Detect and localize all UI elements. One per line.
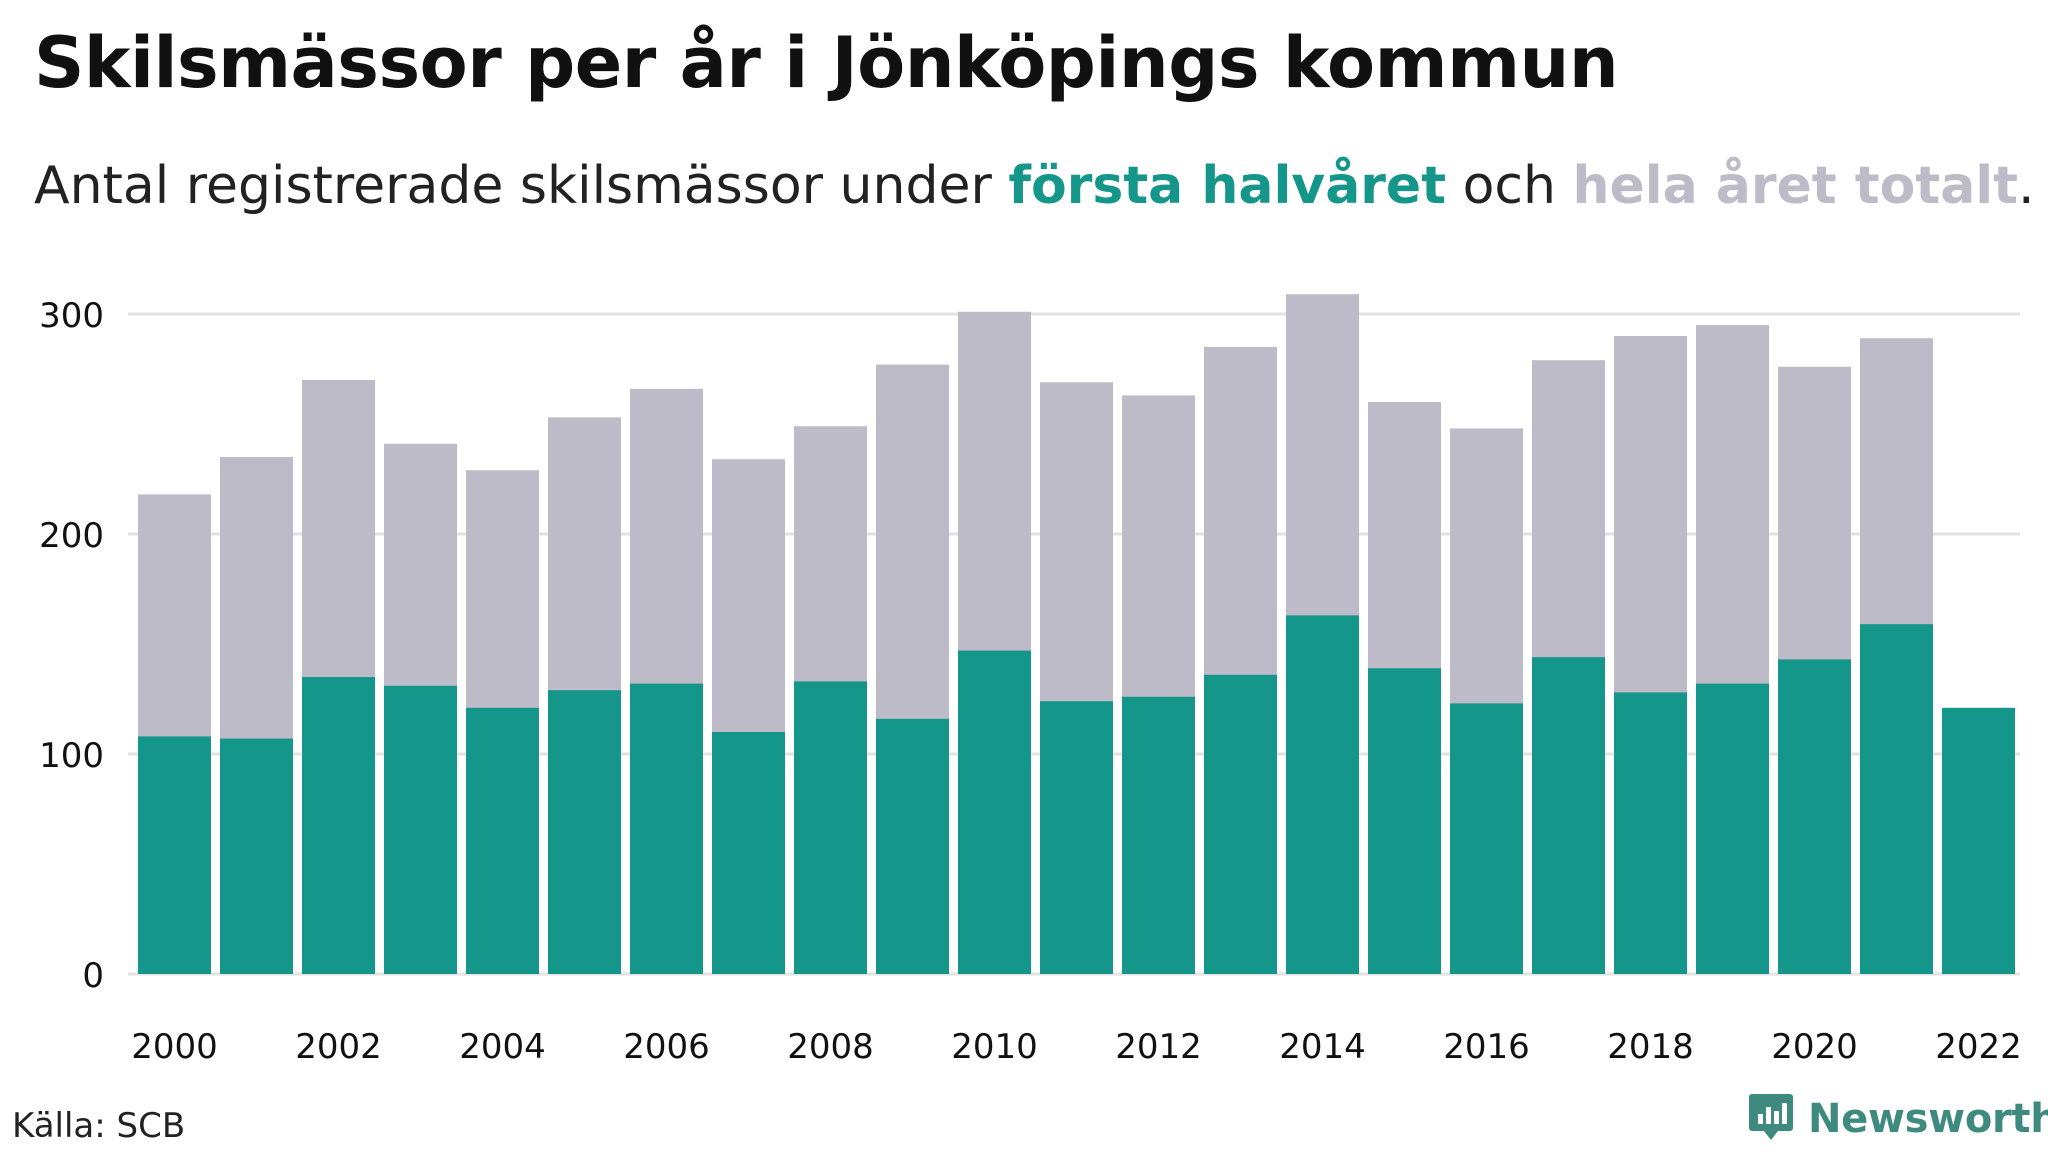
bar-first-half-2010 (958, 650, 1031, 974)
bar-chart: 0 100 200 300 2000 2002 2004 2006 2008 2010 2012 20… (39, 294, 2022, 1067)
bar-first-half-2012 (1122, 696, 1195, 974)
bar-first-half-2011 (1040, 701, 1113, 974)
bar-first-half-2022 (1942, 707, 2015, 974)
x-tick-label-2014: 2014 (1279, 1027, 1366, 1067)
x-tick-label-2012: 2012 (1115, 1027, 1202, 1067)
bar-first-half-2016 (1450, 703, 1523, 974)
x-tick-label-2010: 2010 (951, 1027, 1038, 1067)
x-tick-label-2020: 2020 (1771, 1027, 1858, 1067)
bar-first-half-2017 (1532, 657, 1605, 974)
bar-first-half-2013 (1204, 674, 1277, 974)
y-tick-label-0: 0 (82, 956, 104, 996)
bar-first-half-2014 (1286, 615, 1359, 974)
bar-first-half-2019 (1696, 683, 1769, 974)
x-tick-label-2018: 2018 (1607, 1027, 1694, 1067)
x-tick-label-2000: 2000 (131, 1027, 218, 1067)
subtitle-prefix: Antal registrerade skilsmässor under (34, 156, 1009, 216)
bar-first-half-2000 (138, 736, 211, 974)
y-tick-label-300: 300 (39, 296, 104, 336)
x-tick-label-2016: 2016 (1443, 1027, 1530, 1067)
bar-first-half-2018 (1614, 692, 1687, 974)
subtitle-full-year: hela året totalt (1572, 156, 2018, 216)
bar-first-half-2003 (384, 685, 457, 974)
x-tick-label-2002: 2002 (295, 1027, 382, 1067)
x-tick-label-2022: 2022 (1935, 1027, 2022, 1067)
x-tick-label-2004: 2004 (459, 1027, 546, 1067)
bar-first-half-2004 (466, 707, 539, 974)
subtitle-suffix: . (2017, 156, 2035, 216)
bar-first-half-2015 (1368, 668, 1441, 974)
x-tick-label-2006: 2006 (623, 1027, 710, 1067)
bar-first-half-2002 (302, 677, 375, 974)
bar-first-half-2020 (1778, 659, 1851, 974)
bar-first-half-2009 (876, 718, 949, 974)
subtitle-first-half: första halvåret (1008, 156, 1447, 216)
bar-first-half-2021 (1860, 624, 1933, 974)
bar-first-half-2007 (712, 732, 785, 974)
source-note: Källa: SCB (12, 1106, 186, 1146)
chart-subtitle: Antal registrerade skilsmässor under för… (34, 156, 2035, 216)
brand-logo: Newsworthy (1748, 1092, 2048, 1146)
bar-first-half-2001 (220, 738, 293, 974)
chart-title: Skilsmässor per år i Jönköpings kommun (34, 22, 1619, 104)
bar-first-half-2005 (548, 690, 621, 974)
x-tick-label-2008: 2008 (787, 1027, 874, 1067)
y-tick-label-200: 200 (39, 516, 104, 556)
bar-first-half-2006 (630, 683, 703, 974)
brand-name: Newsworthy (1808, 1096, 2048, 1142)
newsworthy-logo-icon (1748, 1092, 1794, 1146)
subtitle-mid: och (1446, 156, 1573, 216)
y-tick-label-100: 100 (39, 736, 104, 776)
bar-first-half-2008 (794, 681, 867, 974)
